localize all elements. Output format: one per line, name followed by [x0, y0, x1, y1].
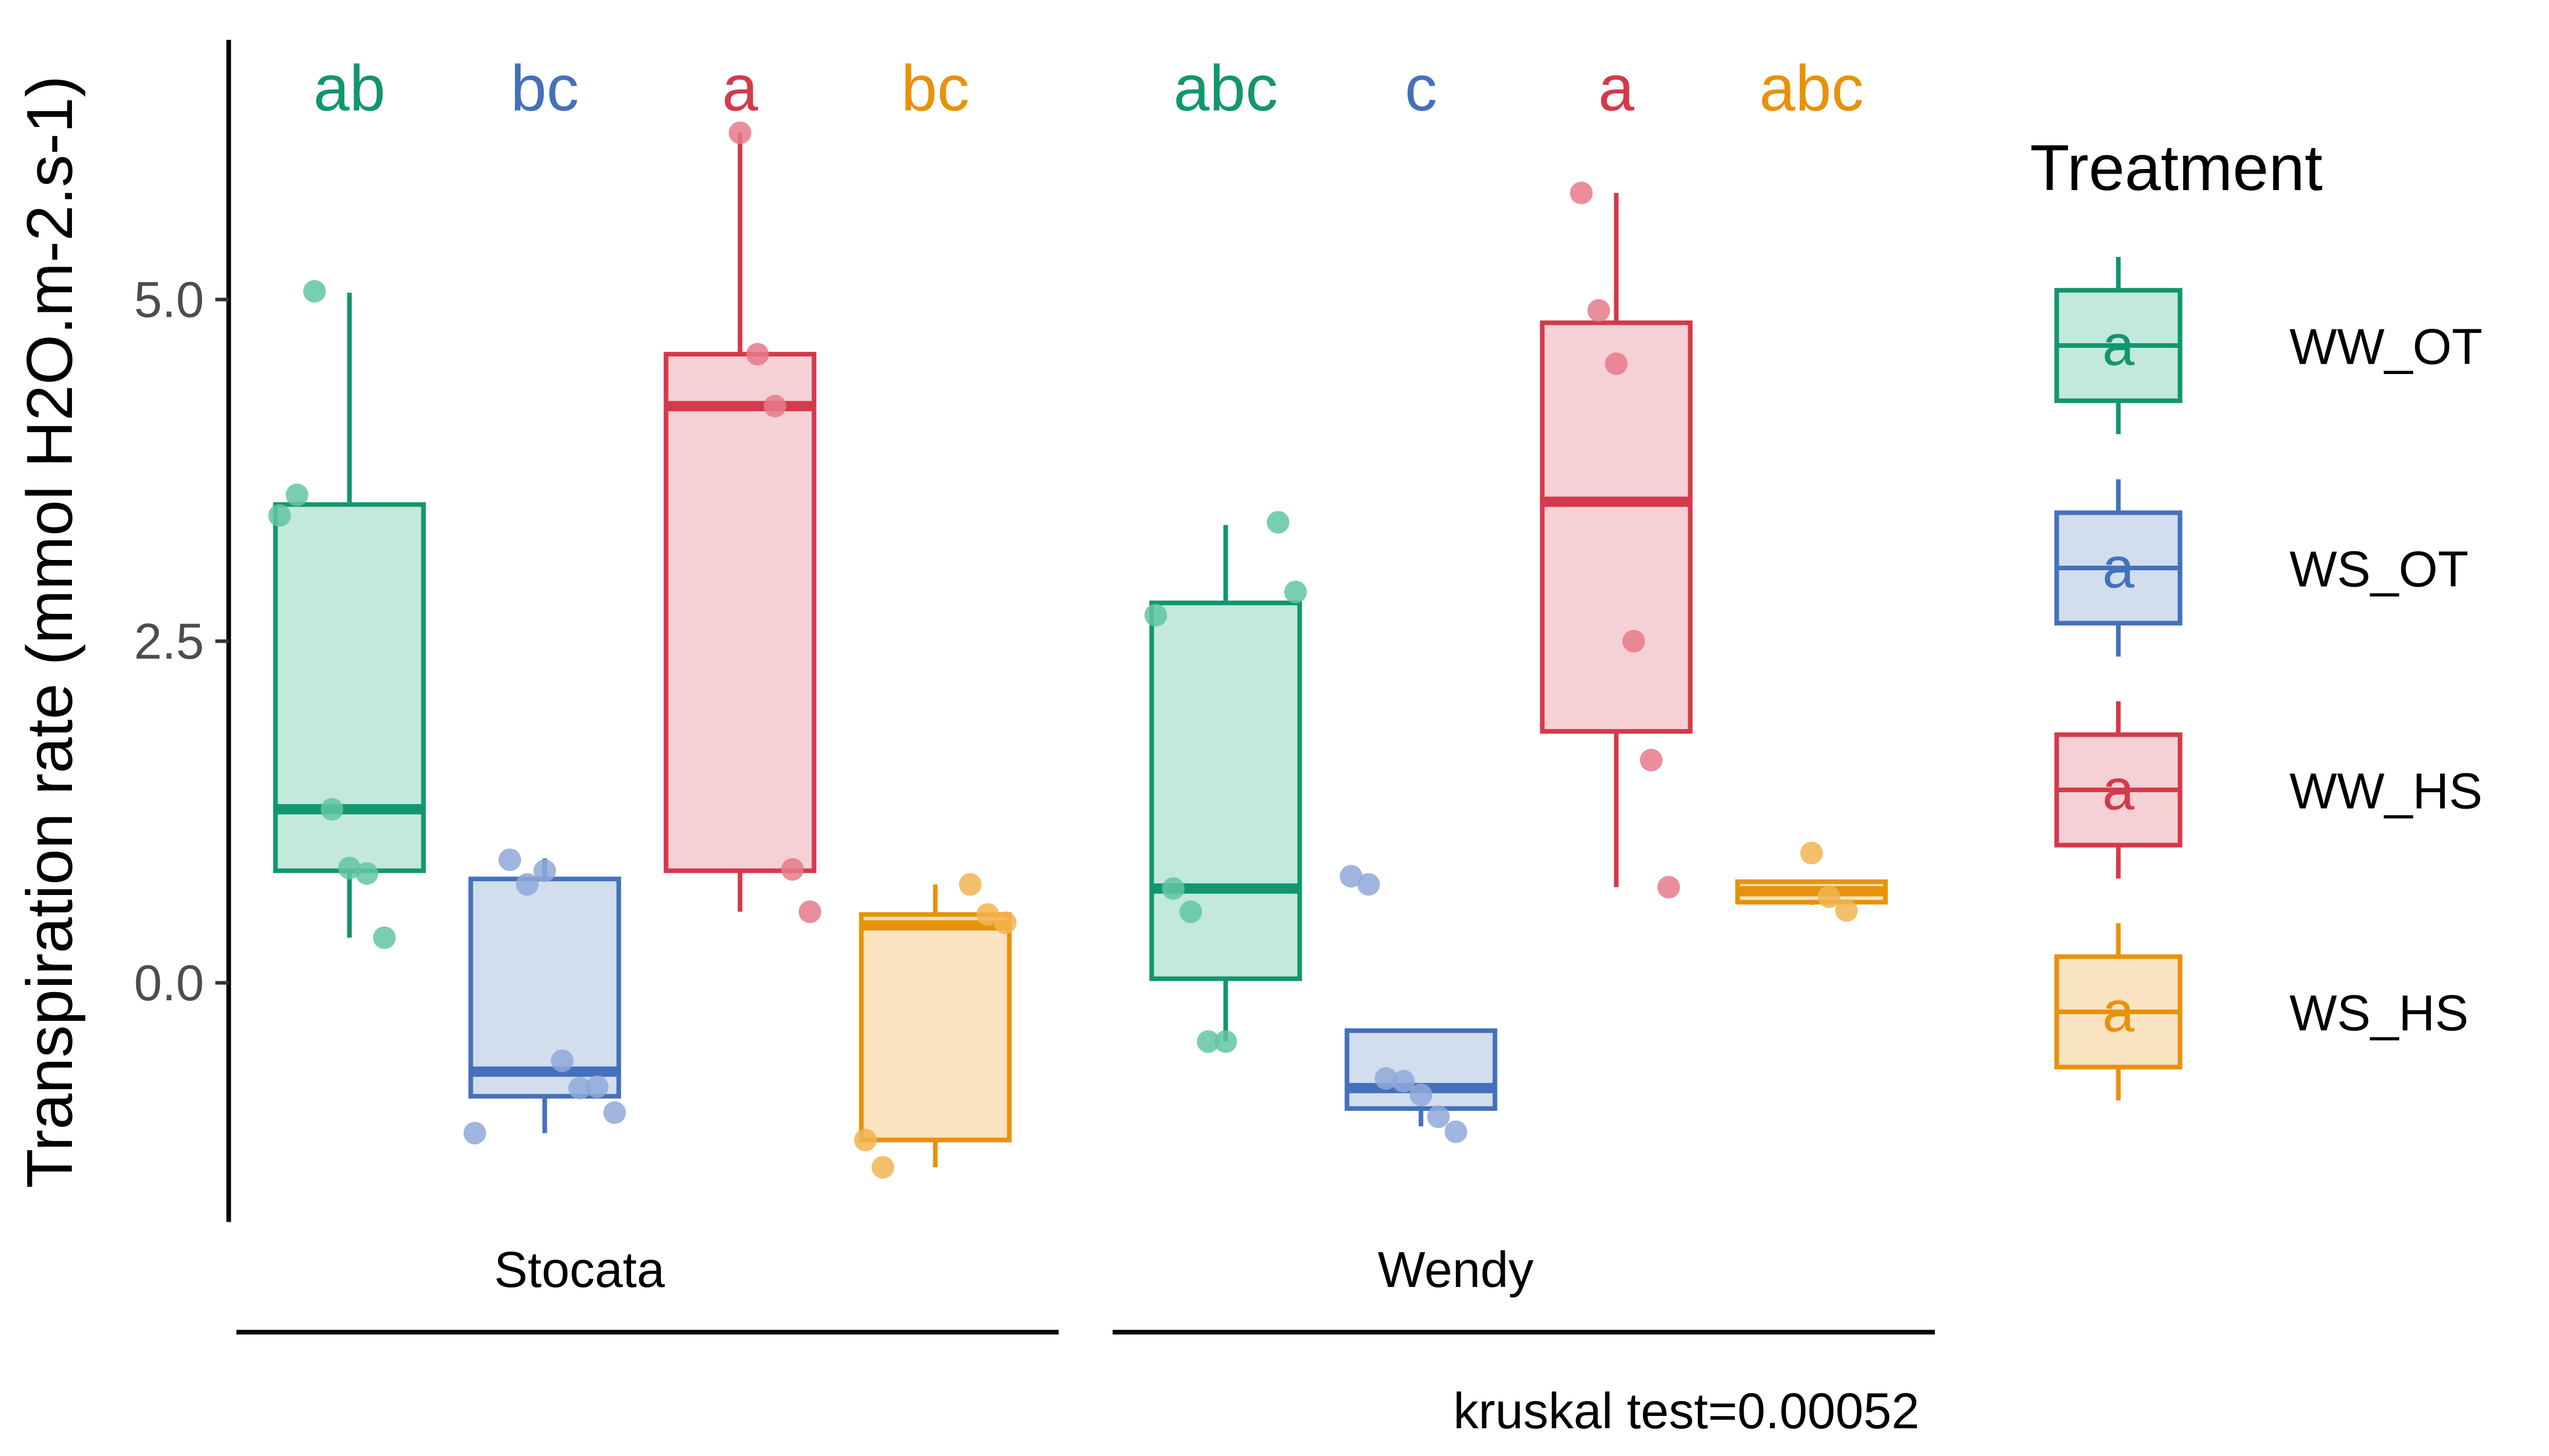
data-point [1214, 1030, 1237, 1053]
significance-letter: a [1598, 52, 1635, 124]
box-iqr [1540, 320, 1693, 734]
data-point [1657, 875, 1680, 899]
data-point [498, 848, 521, 871]
box-iqr [663, 351, 817, 873]
legend-entry-label: WW_OT [2289, 319, 2483, 375]
legend-entry-label: WW_HS [2289, 763, 2483, 819]
significance-letter: bc [901, 52, 969, 124]
data-point [268, 504, 291, 527]
data-point [551, 1049, 574, 1072]
data-point [464, 1122, 486, 1145]
data-point [356, 862, 378, 885]
y-axis-label: Transpiration rate (mmol H2O.m-2.s-1) [13, 76, 86, 1188]
data-point [1144, 604, 1167, 627]
data-point [603, 1101, 626, 1124]
data-point [1162, 877, 1185, 900]
legend-key-letter: a [2102, 536, 2135, 600]
axes-layer: 0.0 2.5 5.0 Stocata Wendy [134, 40, 1935, 1335]
y-tick-label: 5.0 [134, 271, 204, 328]
significance-letter: abc [1759, 52, 1863, 124]
data-point [1818, 885, 1840, 908]
data-point [1605, 352, 1628, 376]
data-point [1197, 1030, 1220, 1053]
significance-letter: c [1405, 52, 1437, 124]
data-point [764, 395, 786, 418]
data-point [373, 926, 396, 949]
data-point [516, 873, 539, 896]
legend-key-letter: a [2102, 758, 2135, 822]
significance-letter: abc [1173, 52, 1278, 124]
boxes-layer [273, 133, 1888, 1168]
box-iqr [273, 502, 426, 873]
data-point [976, 903, 999, 926]
data-point [1640, 749, 1663, 772]
data-point [746, 343, 769, 366]
y-tick-label: 0.0 [134, 955, 204, 1011]
data-point [1835, 899, 1858, 922]
data-point [1267, 511, 1289, 534]
data-point [1445, 1120, 1467, 1143]
kruskal-test-annotation: kruskal test=0.00052 [1453, 1383, 1919, 1439]
data-point [1284, 581, 1307, 604]
data-point [1800, 842, 1823, 865]
box-iqr [859, 912, 1012, 1143]
data-point [1340, 865, 1362, 888]
legend-key-letter: a [2102, 980, 2135, 1044]
legend-key-letter: a [2102, 313, 2135, 378]
box-iqr [468, 876, 621, 1099]
data-point [1427, 1105, 1450, 1128]
points-layer [268, 121, 1858, 1179]
data-point [568, 1076, 591, 1099]
significance-letters-layer: ab bc a bc abc c a abc [313, 52, 1864, 124]
data-point [1570, 181, 1593, 204]
legend-entry-label: WS_OT [2289, 541, 2468, 598]
data-point [1410, 1084, 1432, 1107]
y-tick-label: 2.5 [134, 613, 204, 669]
data-point [1392, 1070, 1415, 1093]
data-point [321, 798, 343, 821]
data-point [303, 280, 326, 303]
legend-entry-label: WS_HS [2289, 985, 2469, 1041]
data-point [533, 859, 556, 882]
data-point [1375, 1067, 1397, 1090]
data-point [286, 483, 308, 507]
data-point [586, 1075, 608, 1098]
group-label: Wendy [1378, 1241, 1534, 1298]
legend: a WW_OTa WS_OTa WW_HSa WS_HS [2054, 257, 2483, 1100]
data-point [959, 873, 982, 896]
data-point [1622, 630, 1645, 652]
data-point [854, 1128, 877, 1151]
data-point [1179, 900, 1202, 923]
data-point [729, 121, 751, 144]
data-point [994, 911, 1017, 934]
data-point [799, 900, 821, 923]
data-point [1357, 873, 1380, 896]
box-iqr [1149, 601, 1302, 981]
significance-letter: ab [313, 52, 385, 124]
data-point [781, 858, 804, 881]
group-label: Stocata [494, 1241, 665, 1298]
data-point [872, 1156, 894, 1179]
legend-title: Treatment [2030, 132, 2323, 204]
data-point [338, 856, 361, 880]
significance-letter: bc [510, 52, 579, 124]
data-point [1587, 299, 1610, 322]
significance-letter: a [722, 52, 759, 124]
